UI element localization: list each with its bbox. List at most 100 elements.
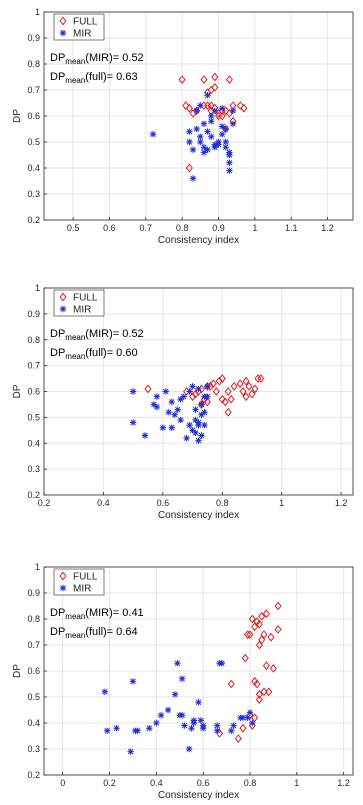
data-point-mir [197,717,205,724]
y-tick-label: 0.7 [27,640,40,650]
data-point-full [240,103,248,113]
data-point-mir [201,409,208,416]
data-point-mir [195,419,202,426]
data-point-mir [222,138,229,146]
data-point-mir [153,403,161,411]
data-point-full [230,381,238,391]
data-point-mir [226,159,233,166]
data-point-full [254,374,262,383]
data-point-full [234,734,242,744]
data-point-mir [195,699,202,706]
data-point-mir [239,714,247,721]
annotation-dp-mean: DPmean(MIR)= 0.52 [50,328,144,342]
data-point-mir [198,401,205,408]
y-tick-label: 0.8 [27,614,40,624]
data-point-full [197,400,205,409]
x-tick-label: 0.5 [67,223,80,233]
y-tick-label: 0.9 [27,33,40,43]
data-point-mir [146,725,153,732]
data-point-full [178,75,186,85]
x-tick-label: 1.2 [337,778,350,788]
data-point-mir [153,393,161,400]
y-tick-label: 0.5 [27,412,40,422]
data-point-full [248,389,256,399]
data-point-mir [185,745,193,753]
y-axis-label: DP [12,109,23,123]
data-point-mir [230,722,237,729]
y-tick-label: 0.9 [27,588,40,598]
data-point-full [251,384,259,394]
data-point-mir [204,393,211,400]
x-tick-label: 0.8 [216,498,229,508]
data-point-mir [168,398,175,406]
data-point-full [218,111,226,121]
data-point-mir [189,175,197,182]
y-tick-label: 0.6 [27,387,40,397]
data-point-full [258,635,266,645]
data-point-mir [200,149,208,156]
data-point-mir [249,719,256,727]
data-point-mir [129,419,137,426]
data-point-full [246,630,254,640]
y-tick-label: 0.6 [27,111,40,121]
data-point-mir [177,416,184,424]
data-point-mir [129,388,137,395]
data-point-full [248,614,256,624]
data-point-full [242,392,250,402]
data-point-mir [186,128,193,135]
legend-marker-mir [59,584,67,592]
annotation-dp-mean: DPmean(full)= 0.64 [50,626,138,640]
y-tick-label: 0.7 [27,361,40,371]
data-point-full [258,611,266,621]
data-point-mir [215,141,222,148]
data-point-full [227,679,235,689]
data-point-full [241,653,249,663]
data-point-full [260,630,268,640]
data-point-mir [197,102,204,109]
chart-panel-1: 0.5 0.6 0.7 0.8 0.9 1 1.1 1.2 0.2 0.3 0.4 0.5 0.6 0.7… [12,7,354,246]
x-tick-label: 1 [279,498,284,508]
x-tick-label: 0.2 [38,498,51,508]
data-point-full [144,384,152,394]
data-point-mir [197,138,204,146]
legend-label-mir: MIR [73,584,91,595]
data-point-mir [129,678,137,685]
y-tick-label: 1 [35,562,40,572]
data-point-full [218,374,226,383]
data-point-mir [214,722,221,729]
x-tick-label: 0 [60,778,65,788]
data-point-full [262,609,270,619]
data-point-mir [177,396,184,403]
legend-label-full: FULL [73,17,98,28]
data-point-mir [214,727,221,734]
data-point-mir [192,406,199,413]
data-point-mir [178,675,186,682]
data-point-mir [171,411,178,418]
y-tick-label: 0.7 [27,85,40,95]
data-point-mir [204,383,211,390]
data-point-full [221,397,229,407]
data-point-full [211,72,219,82]
data-point-full [215,376,223,386]
y-tick-label: 0.3 [27,464,40,474]
data-point-full [255,695,263,705]
data-point-mir [198,432,205,439]
data-point-mir [190,719,198,727]
data-point-mir [193,107,200,114]
data-point-full [260,687,268,697]
data-point-full [242,376,250,386]
x-tick-label: 1 [252,223,257,233]
data-point-full [251,713,259,723]
data-point-mir [153,719,160,727]
data-point-mir [174,406,181,413]
data-point-mir [149,131,157,138]
data-point-full [189,392,197,402]
y-tick-label: 0.4 [27,163,40,173]
annotation-dp-mean: DPmean(MIR)= 0.41 [50,607,144,621]
series-mir [149,92,237,182]
y-tick-label: 0.4 [27,438,40,448]
data-point-full [274,601,282,611]
data-point-full [251,622,259,632]
data-point-mir [183,434,190,442]
legend-marker-mir [59,305,67,313]
